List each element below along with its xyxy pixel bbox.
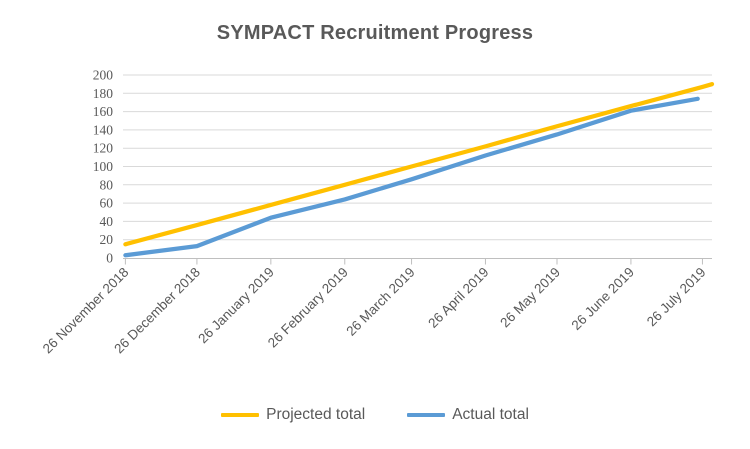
y-tick-label: 60 [100, 196, 114, 211]
y-tick-label: 200 [93, 68, 114, 83]
y-tick-label: 160 [93, 104, 114, 119]
x-tick-label: 26 February 2019 [265, 265, 351, 351]
legend-item-projected-total: Projected total [221, 406, 365, 424]
y-tick-label: 100 [93, 159, 114, 174]
y-tick-label: 20 [100, 232, 114, 247]
y-tick-label: 180 [93, 86, 114, 101]
x-tick-label: 26 July 2019 [644, 265, 709, 330]
legend-label: Actual total [452, 406, 529, 423]
series-line-actual-total [123, 96, 700, 258]
y-tick-label: 40 [100, 214, 114, 229]
x-tick-label: 26 June 2019 [569, 265, 637, 333]
legend-line-swatch [407, 412, 446, 418]
series-line-projected-total [123, 82, 715, 247]
legend-item-actual-total: Actual total [407, 406, 529, 424]
x-tick-label: 26 April 2019 [425, 265, 491, 331]
y-tick-label: 140 [93, 122, 114, 137]
x-tick-label: 26 January 2019 [195, 265, 277, 347]
legend-line-swatch [221, 412, 260, 418]
chart-title: SYMPACT Recruitment Progress [216, 22, 534, 44]
y-tick-label: 80 [100, 177, 114, 192]
x-tick-label: 26 March 2019 [343, 265, 417, 339]
x-tick-label: 26 May 2019 [497, 265, 563, 331]
y-tick-label: 0 [106, 251, 113, 266]
y-tick-label: 120 [93, 141, 114, 156]
chart-legend: Projected total Actual total [0, 406, 750, 424]
legend-label: Projected total [266, 406, 366, 423]
